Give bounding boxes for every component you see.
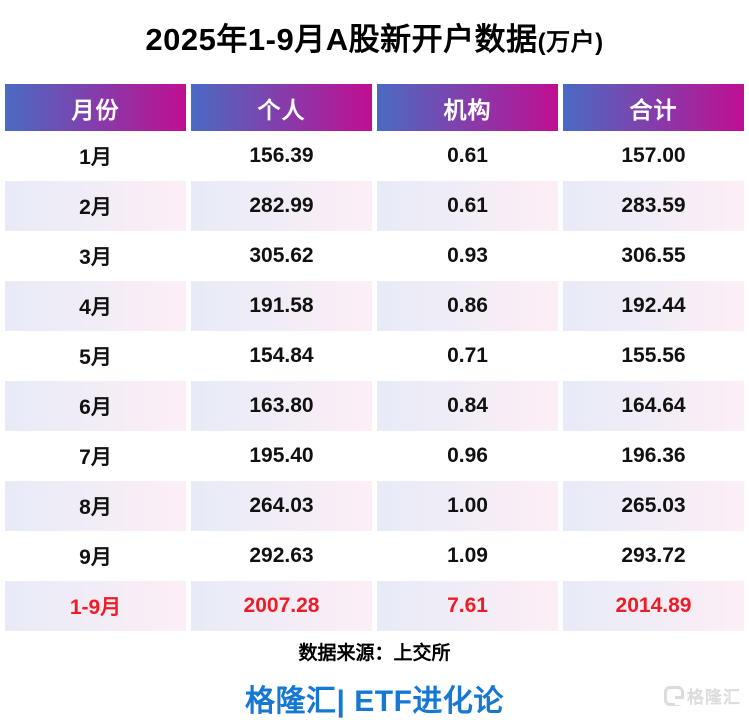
table-cell-total: 157.00 (563, 131, 744, 181)
table-cell-institution: 0.84 (377, 381, 558, 431)
table-cell-institution: 7.61 (377, 581, 558, 631)
data-source-note: 数据来源：上交所 (298, 643, 451, 664)
table-cell-month: 5月 (5, 331, 186, 381)
table-cell-total: 155.56 (563, 331, 744, 381)
table-row: 2月 282.99 0.61 283.59 (5, 181, 744, 231)
table-cell-individual: 163.80 (191, 381, 372, 431)
table-cell-month: 8月 (5, 481, 186, 531)
table-cell-total: 293.72 (563, 531, 744, 581)
table-cell-individual: 191.58 (191, 281, 372, 331)
page-title: 2025年1-9月A股新开户数据(万户) (0, 0, 749, 62)
table-cell-month: 1-9月 (5, 581, 186, 631)
table-row: 4月 191.58 0.86 192.44 (5, 281, 744, 331)
table-cell-individual: 282.99 (191, 181, 372, 231)
table-row: 5月 154.84 0.71 155.56 (5, 331, 744, 381)
table-cell-month: 2月 (5, 181, 186, 231)
table-cell-month: 1月 (5, 131, 186, 181)
table-cell-total: 265.03 (563, 481, 744, 531)
table-cell-total: 196.36 (563, 431, 744, 481)
table-cell-institution: 0.71 (377, 331, 558, 381)
page-title-unit: (万户) (537, 29, 604, 56)
table-cell-individual: 264.03 (191, 481, 372, 531)
data-table: 月份 个人 机构 合计 1月 156.39 0.61 157.00 2月 282… (5, 84, 744, 631)
table-cell-individual: 2007.28 (191, 581, 372, 631)
table-cell-month: 7月 (5, 431, 186, 481)
table-cell-individual: 292.63 (191, 531, 372, 581)
table-cell-institution: 0.86 (377, 281, 558, 331)
table-row: 7月 195.40 0.96 196.36 (5, 431, 744, 481)
table-cell-total: 164.64 (563, 381, 744, 431)
brand-line: 格隆汇| ETF进化论 (245, 685, 504, 718)
table-row: 1月 156.39 0.61 157.00 (5, 131, 744, 181)
watermark-text: 格隆汇 (687, 688, 741, 707)
table-cell-month: 3月 (5, 231, 186, 281)
watermark: 格隆汇 (664, 683, 741, 708)
table-cell-month: 4月 (5, 281, 186, 331)
column-header-individual: 个人 (191, 84, 372, 131)
table-cell-individual: 156.39 (191, 131, 372, 181)
table-cell-month: 9月 (5, 531, 186, 581)
gelonghui-logo-icon (664, 685, 684, 706)
page-title-text: 2025年1-9月A股新开户数据 (145, 22, 538, 57)
table-cell-month: 6月 (5, 381, 186, 431)
table-row: 6月 163.80 0.84 164.64 (5, 381, 744, 431)
table-cell-total: 306.55 (563, 231, 744, 281)
column-header-institution: 机构 (377, 84, 558, 131)
column-header-total: 合计 (563, 84, 744, 131)
table-row: 8月 264.03 1.00 265.03 (5, 481, 744, 531)
table-row: 3月 305.62 0.93 306.55 (5, 231, 744, 281)
table-cell-institution: 1.09 (377, 531, 558, 581)
table-cell-individual: 305.62 (191, 231, 372, 281)
table-cell-total: 283.59 (563, 181, 744, 231)
table-cell-institution: 0.61 (377, 181, 558, 231)
table-cell-institution: 0.96 (377, 431, 558, 481)
table-cell-total: 2014.89 (563, 581, 744, 631)
table-cell-total: 192.44 (563, 281, 744, 331)
table-cell-institution: 0.61 (377, 131, 558, 181)
table-header-row: 月份 个人 机构 合计 (5, 84, 744, 131)
table-cell-institution: 0.93 (377, 231, 558, 281)
table-cell-institution: 1.00 (377, 481, 558, 531)
table-row-totals: 1-9月 2007.28 7.61 2014.89 (5, 581, 744, 631)
table-cell-individual: 154.84 (191, 331, 372, 381)
table-row: 9月 292.63 1.09 293.72 (5, 531, 744, 581)
column-header-month: 月份 (5, 84, 186, 131)
table-cell-individual: 195.40 (191, 431, 372, 481)
